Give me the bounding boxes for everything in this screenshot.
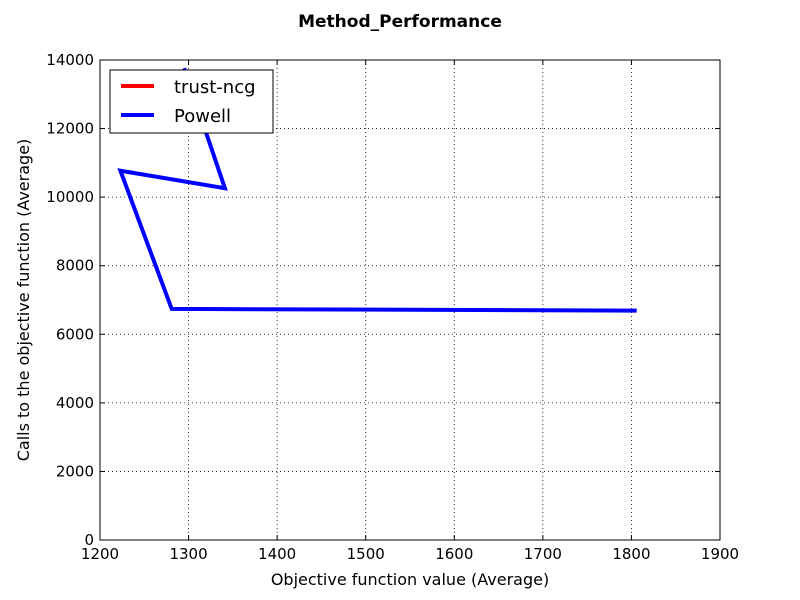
grid [100, 60, 720, 540]
x-tick-label: 1400 [258, 545, 296, 563]
y-tick-label: 12000 [46, 120, 94, 138]
legend-label-trust-ncg: trust-ncg [174, 77, 256, 98]
x-tick-label: 1700 [524, 545, 562, 563]
x-axis-label: Objective function value (Average) [271, 570, 549, 589]
x-tick-label: 1300 [169, 545, 207, 563]
x-tick-label: 1900 [701, 545, 739, 563]
x-tick-label: 1800 [612, 545, 650, 563]
x-tick-label: 1200 [81, 545, 119, 563]
legend-label-powell: Powell [174, 106, 231, 127]
y-axis-label: Calls to the objective function (Average… [14, 139, 33, 462]
y-tick-label: 8000 [56, 257, 94, 275]
y-tick-label: 4000 [56, 394, 94, 412]
axis-ticks: 1200 1300 1400 1500 1600 1700 1800 1900 0 2000 400… [46, 51, 739, 563]
y-tick-label: 2000 [56, 462, 94, 480]
legend-box [109, 69, 274, 134]
y-tick-label: 0 [84, 531, 94, 549]
y-tick-label: 6000 [56, 325, 94, 343]
y-tick-label: 10000 [46, 188, 94, 206]
y-tick-label: 14000 [46, 51, 94, 69]
plot-frame [99, 59, 721, 541]
legend: trust-ncg Powell [109, 69, 274, 134]
x-tick-label: 1500 [347, 545, 385, 563]
chart-title: Method_Performance [298, 12, 502, 32]
x-tick-label: 1600 [435, 545, 473, 563]
